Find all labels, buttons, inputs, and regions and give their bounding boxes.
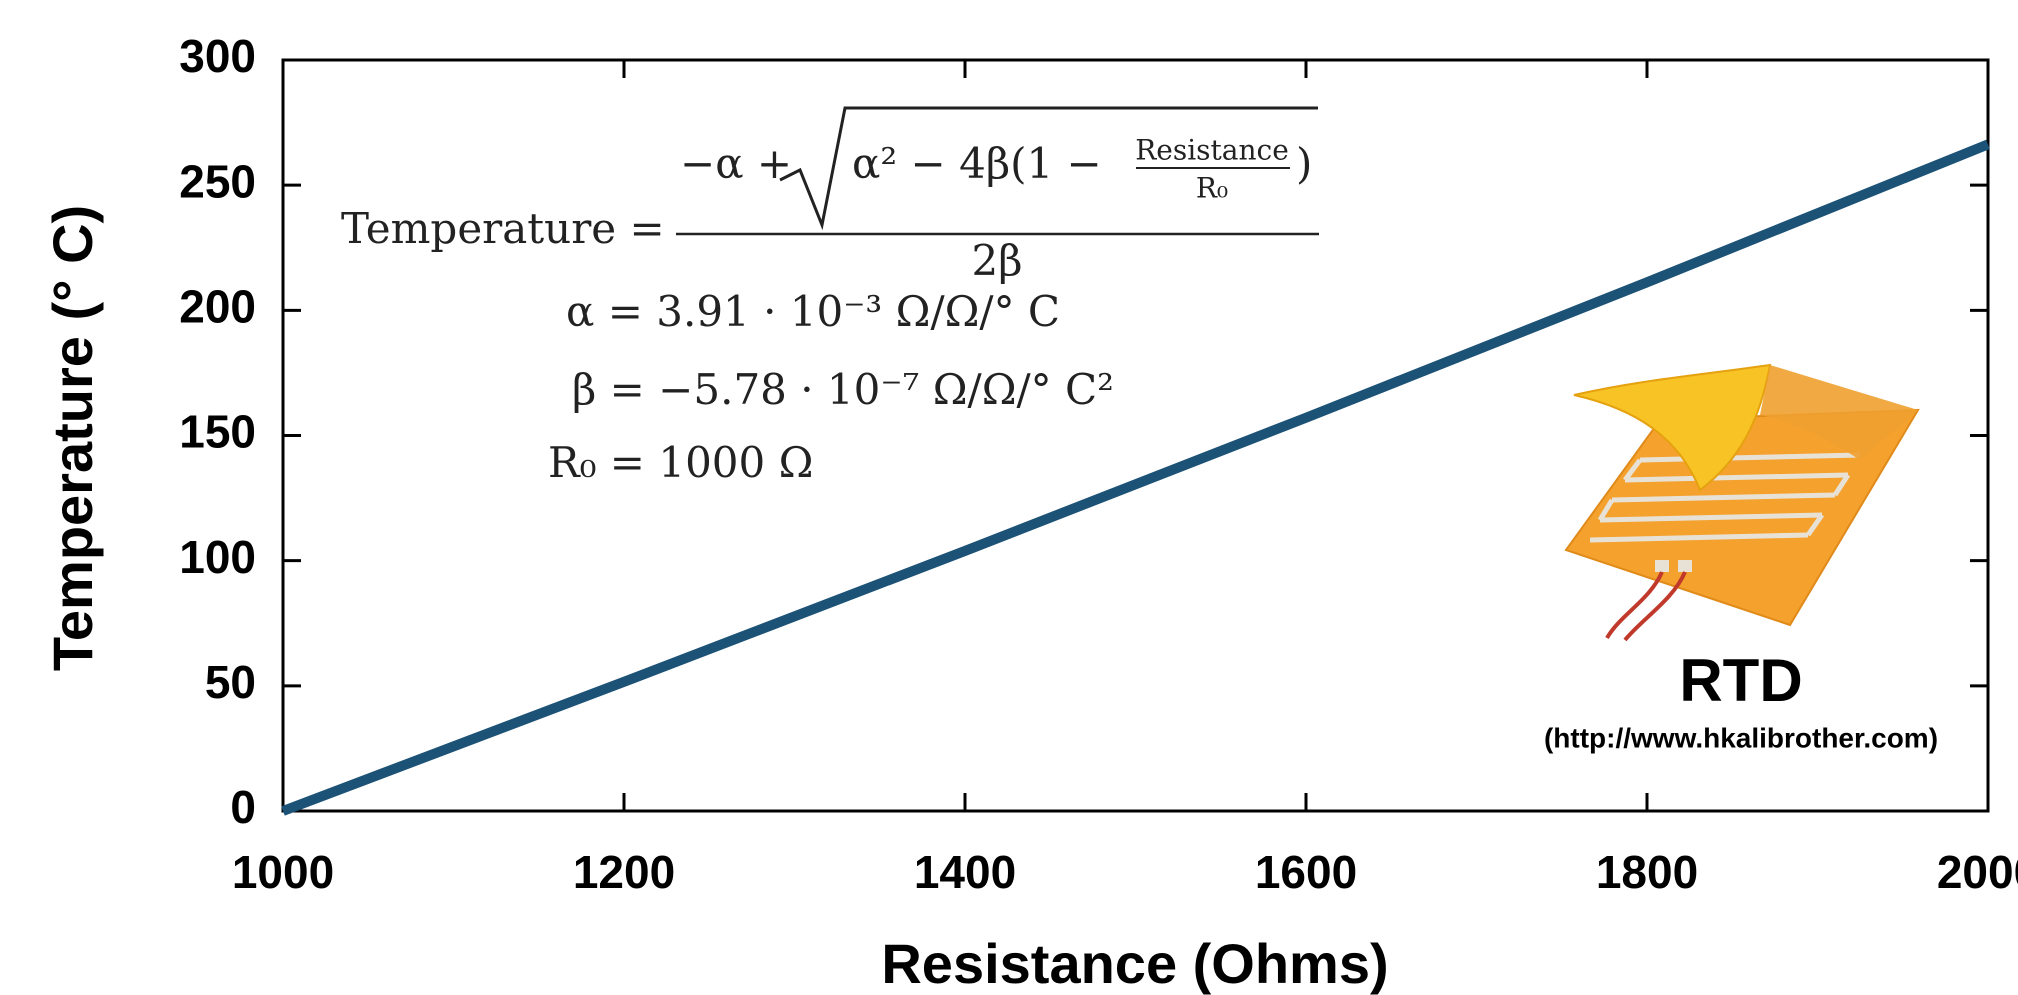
- y-tick-label: 0: [230, 781, 256, 833]
- y-tick-label: 150: [179, 406, 256, 458]
- image-source: (http://www.hkalibrother.com): [1544, 722, 1938, 753]
- y-tick-label: 200: [179, 280, 256, 332]
- equation-denominator: 2β: [971, 236, 1022, 285]
- equation: Temperature = −α + α² − 4β(1 − Resistanc…: [341, 106, 1319, 487]
- constant: β = −5.78 · 10⁻⁷ Ω/Ω/° C²: [572, 365, 1114, 414]
- equation-radicand: α² − 4β(1 −: [852, 139, 1102, 188]
- constant: R₀ = 1000 Ω: [548, 438, 813, 487]
- constant: α = 3.91 · 10⁻³ Ω/Ω/° C: [566, 287, 1060, 336]
- x-tick-label: 1000: [232, 846, 334, 898]
- y-tick-label: 50: [205, 656, 256, 708]
- equation-numerator: −α +: [680, 139, 792, 188]
- inner-denominator: R₀: [1196, 172, 1228, 205]
- y-tick-label: 300: [179, 30, 256, 82]
- x-tick-label: 1600: [1255, 846, 1357, 898]
- image-label: RTD: [1679, 647, 1802, 714]
- x-tick-label: 1200: [573, 846, 675, 898]
- data-line: [281, 139, 1990, 816]
- x-tick-label: 1800: [1596, 846, 1698, 898]
- equation-close: ): [1296, 139, 1312, 188]
- rtd-image: [1564, 363, 1920, 642]
- x-tick-label: 1400: [914, 846, 1016, 898]
- x-axis-title: Resistance (Ohms): [881, 932, 1388, 995]
- equation-lhs: Temperature =: [341, 204, 665, 253]
- sqrt-sign: [779, 106, 1318, 231]
- inner-numerator: Resistance: [1135, 134, 1289, 167]
- y-tick-label: 100: [179, 531, 256, 583]
- y-tick-label: 250: [179, 155, 256, 207]
- y-axis-title: Temperature (° C): [41, 205, 104, 671]
